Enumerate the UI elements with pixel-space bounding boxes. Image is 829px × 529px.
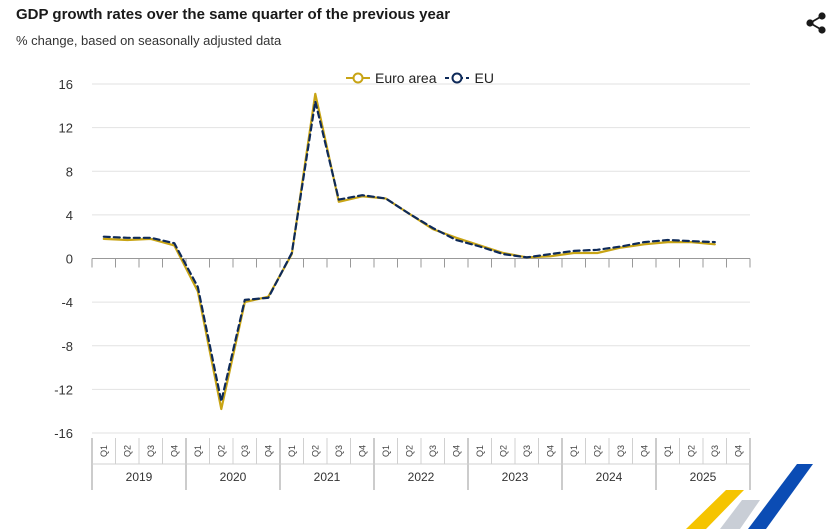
x-tick-label-quarter: Q2 <box>310 445 320 457</box>
x-tick-label-quarter: Q4 <box>451 445 461 457</box>
x-tick-label-quarter: Q3 <box>334 445 344 457</box>
series-line-eu <box>102 100 716 403</box>
y-tick-label: 0 <box>66 252 73 267</box>
x-tick-label-quarter: Q4 <box>733 445 743 457</box>
x-tick-label-quarter: Q1 <box>99 445 109 457</box>
legend-item-eu[interactable]: EU <box>444 70 494 86</box>
x-tick-label-quarter: Q3 <box>146 445 156 457</box>
y-tick-label: -12 <box>54 382 73 397</box>
y-tick-label: 8 <box>66 164 73 179</box>
x-tick-label-quarter: Q1 <box>569 445 579 457</box>
x-tick-label-quarter: Q2 <box>498 445 508 457</box>
x-tick-label-quarter: Q1 <box>287 445 297 457</box>
x-tick-label-quarter: Q4 <box>263 445 273 457</box>
y-tick-label: 12 <box>59 121 73 136</box>
eu-brand-logo <box>686 464 813 529</box>
x-tick-label-quarter: Q1 <box>381 445 391 457</box>
y-tick-label: -16 <box>54 426 73 441</box>
chart-title: GDP growth rates over the same quarter o… <box>16 6 451 23</box>
x-tick-label-quarter: Q1 <box>475 445 485 457</box>
x-tick-label-quarter: Q1 <box>193 445 203 457</box>
x-tick-label-quarter: Q3 <box>522 445 532 457</box>
legend-marker-euro-area <box>346 72 370 84</box>
x-tick-label-year: 2024 <box>596 470 623 484</box>
x-tick-label-year: 2021 <box>314 470 341 484</box>
y-axis-labels: 16 12 8 4 0 -4 -8 -12 -16 <box>54 77 73 441</box>
chart-subtitle: % change, based on seasonally adjusted d… <box>16 33 282 48</box>
chart-legend: Euro area EU <box>345 68 494 88</box>
x-tick-label-quarter: Q1 <box>663 445 673 457</box>
series-lines <box>102 92 716 411</box>
x-tick-label-quarter: Q3 <box>616 445 626 457</box>
y-tick-label: -4 <box>61 295 73 310</box>
x-tick-label-quarter: Q4 <box>357 445 367 457</box>
y-tick-label: -8 <box>61 339 73 354</box>
x-tick-label-year: 2019 <box>126 470 153 484</box>
series-line-euro-area <box>102 92 716 411</box>
legend-marker-eu <box>445 72 470 84</box>
x-tick-label-quarter: Q3 <box>240 445 250 457</box>
x-tick-label-quarter: Q2 <box>592 445 602 457</box>
x-tick-label-quarter: Q2 <box>404 445 414 457</box>
x-tick-label-year: 2022 <box>408 470 435 484</box>
legend-item-euro-area[interactable]: Euro area <box>345 70 436 86</box>
x-tick-label-quarter: Q4 <box>639 445 649 457</box>
x-tick-label-quarter: Q3 <box>710 445 720 457</box>
legend-label-eu: EU <box>474 70 494 86</box>
x-tick-label-quarter: Q4 <box>169 445 179 457</box>
x-tick-label-quarter: Q2 <box>122 445 132 457</box>
x-tick-label-year: 2025 <box>690 470 717 484</box>
x-tick-label-quarter: Q2 <box>216 445 226 457</box>
x-tick-label-year: 2023 <box>502 470 529 484</box>
share-icon[interactable] <box>800 8 829 38</box>
y-tick-label: 16 <box>59 77 73 92</box>
x-axis: Q1 Q2 Q3 Q4 2019 Q1 Q2 Q3 Q4 2020 Q1 Q2 Q3 Q4 2021 Q1 Q2… <box>91 258 751 490</box>
x-tick-label-year: 2020 <box>220 470 247 484</box>
x-tick-label-quarter: Q4 <box>545 445 555 457</box>
y-tick-label: 4 <box>66 208 73 223</box>
x-tick-label-quarter: Q3 <box>428 445 438 457</box>
legend-label-euro-area: Euro area <box>375 70 437 86</box>
x-tick-label-quarter: Q2 <box>686 445 696 457</box>
